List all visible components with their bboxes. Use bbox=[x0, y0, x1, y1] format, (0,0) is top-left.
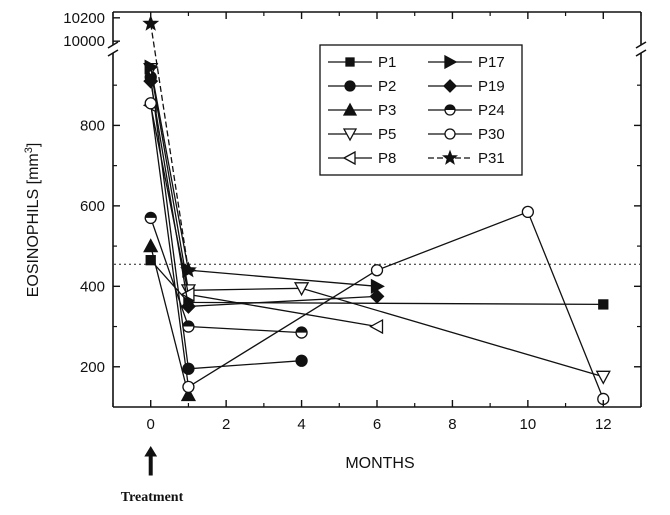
legend-label: P19 bbox=[478, 78, 505, 95]
x-tick-label: 4 bbox=[297, 416, 305, 433]
axis-break-mark-left-a bbox=[107, 41, 119, 49]
data-point bbox=[344, 80, 356, 92]
legend-label: P5 bbox=[378, 126, 396, 143]
data-point bbox=[370, 264, 384, 277]
y-tick-label-upper: 10200 bbox=[63, 10, 105, 27]
axis-break-mark-right-a bbox=[635, 41, 647, 49]
axis-break-layer bbox=[107, 41, 647, 57]
legend-item: P3 bbox=[328, 102, 396, 119]
data-point bbox=[142, 14, 160, 31]
data-point bbox=[444, 54, 458, 70]
x-tick-label: 10 bbox=[520, 416, 537, 433]
legend-label: P17 bbox=[478, 54, 505, 71]
y-tick-label: 400 bbox=[80, 278, 105, 295]
y-tick-label: 600 bbox=[80, 198, 105, 215]
series-line bbox=[150, 23, 190, 271]
data-point bbox=[595, 370, 611, 385]
data-point bbox=[598, 299, 609, 310]
data-point bbox=[345, 57, 355, 67]
series-p3 bbox=[143, 238, 197, 402]
data-point bbox=[293, 282, 310, 297]
x-tick-label: 2 bbox=[222, 416, 230, 433]
data-point bbox=[295, 354, 308, 367]
legend-item: P30 bbox=[428, 126, 505, 143]
legend-item: P17 bbox=[428, 54, 505, 71]
axis-break-mark-right-b bbox=[635, 49, 647, 57]
data-point bbox=[180, 261, 197, 278]
x-tick-label: 6 bbox=[373, 416, 381, 433]
data-point bbox=[443, 79, 457, 93]
series-p19 bbox=[143, 73, 385, 314]
legend-label: P2 bbox=[378, 78, 396, 95]
legend-label: P31 bbox=[478, 150, 505, 167]
axis-break-mark-left-b bbox=[107, 49, 119, 57]
data-point bbox=[442, 149, 458, 165]
y-axis-title: EOSINOPHILS [mm3] bbox=[23, 143, 42, 298]
data-point bbox=[444, 128, 456, 140]
data-point bbox=[144, 211, 157, 225]
data-point bbox=[144, 97, 157, 110]
treatment-annotation: Treatment bbox=[121, 446, 184, 505]
series-line bbox=[150, 77, 302, 370]
legend-label: P3 bbox=[378, 102, 396, 119]
data-point-half bbox=[296, 327, 308, 333]
legend-item: P2 bbox=[328, 78, 396, 95]
data-point bbox=[369, 318, 384, 335]
data-point bbox=[182, 320, 195, 333]
x-axis-title: MONTHS bbox=[345, 455, 414, 472]
data-point bbox=[145, 255, 156, 266]
data-point bbox=[180, 387, 197, 402]
series-p30 bbox=[144, 97, 610, 406]
data-point bbox=[342, 150, 356, 166]
data-point bbox=[342, 102, 358, 116]
legend-label: P8 bbox=[378, 150, 396, 167]
x-tick-label: 8 bbox=[448, 416, 456, 433]
data-point-half bbox=[182, 321, 194, 327]
legend-item: P31 bbox=[428, 149, 505, 167]
data-point bbox=[181, 299, 196, 314]
series-layer bbox=[142, 14, 611, 406]
x-tick-label: 0 bbox=[147, 416, 155, 433]
legend: P1 P2 P3 P5 P8 P17 P19 P24 P30 P31 bbox=[319, 44, 523, 176]
treatment-label: Treatment bbox=[121, 490, 184, 505]
y-tick-label: 800 bbox=[80, 117, 105, 134]
legend-item: P24 bbox=[428, 102, 505, 119]
data-point bbox=[143, 238, 159, 253]
tick-layer: 0 2 4 6 8 10 12 200 400 600 800 10000 10200 bbox=[63, 10, 642, 433]
legend-item: P8 bbox=[328, 150, 396, 167]
legend-item: P5 bbox=[328, 126, 396, 143]
series-line bbox=[150, 68, 604, 378]
series-p31 bbox=[142, 14, 197, 278]
y-axis-title-main: EOSINOPHILS [mm bbox=[25, 153, 42, 297]
data-point-half bbox=[445, 105, 455, 110]
data-point bbox=[295, 326, 308, 339]
data-point bbox=[143, 73, 159, 89]
data-point bbox=[342, 128, 358, 142]
data-point bbox=[180, 286, 195, 302]
x-tick-label: 12 bbox=[595, 416, 612, 433]
data-point bbox=[182, 362, 195, 375]
legend-item: P1 bbox=[328, 54, 396, 71]
data-point bbox=[521, 205, 535, 219]
legend-item: P19 bbox=[428, 78, 505, 95]
y-axis-title-suffix: ] bbox=[25, 143, 42, 147]
y-tick-label: 200 bbox=[80, 359, 105, 376]
data-point bbox=[444, 104, 456, 116]
legend-label: P30 bbox=[478, 126, 505, 143]
series-line bbox=[150, 245, 190, 396]
y-tick-label-upper: 10000 bbox=[63, 33, 105, 50]
series-p24 bbox=[144, 211, 308, 339]
data-point bbox=[369, 288, 385, 304]
data-point-half bbox=[145, 212, 157, 218]
legend-label: P24 bbox=[478, 102, 505, 119]
y-axis-title-superscript: 3 bbox=[23, 147, 35, 153]
data-point bbox=[144, 59, 159, 75]
treatment-arrow-icon bbox=[144, 446, 158, 476]
legend-label: P1 bbox=[378, 54, 396, 71]
data-point bbox=[182, 380, 195, 394]
